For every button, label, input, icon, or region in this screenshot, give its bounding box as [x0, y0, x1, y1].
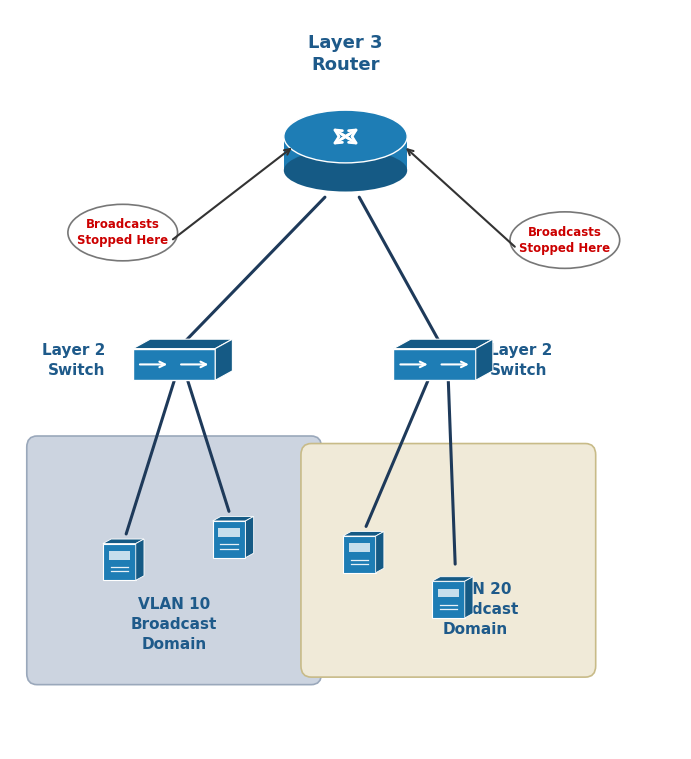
Text: VLAN 20
Broadcast
Domain: VLAN 20 Broadcast Domain [433, 582, 519, 637]
Polygon shape [133, 339, 232, 348]
Text: Layer 2
Switch: Layer 2 Switch [42, 343, 106, 378]
Bar [108, 551, 130, 559]
Ellipse shape [284, 110, 407, 163]
Polygon shape [465, 577, 473, 618]
FancyBboxPatch shape [393, 348, 475, 380]
Polygon shape [376, 531, 384, 573]
Ellipse shape [284, 150, 407, 191]
FancyBboxPatch shape [213, 521, 245, 558]
Ellipse shape [68, 204, 178, 261]
Text: Layer 2
Switch: Layer 2 Switch [489, 343, 553, 378]
Polygon shape [245, 516, 254, 558]
FancyBboxPatch shape [133, 348, 216, 380]
Text: Layer 3
Router: Layer 3 Router [308, 34, 383, 74]
Polygon shape [213, 516, 254, 521]
Bar [348, 543, 370, 553]
FancyBboxPatch shape [343, 536, 376, 573]
Bar [437, 588, 459, 597]
Polygon shape [103, 539, 144, 543]
Polygon shape [432, 577, 473, 581]
Ellipse shape [510, 212, 620, 269]
Text: Broadcasts
Stopped Here: Broadcasts Stopped Here [77, 218, 169, 247]
Polygon shape [135, 539, 144, 581]
FancyBboxPatch shape [301, 443, 596, 677]
FancyBboxPatch shape [103, 543, 135, 581]
Polygon shape [475, 339, 493, 380]
Text: Broadcasts
Stopped Here: Broadcasts Stopped Here [519, 225, 610, 254]
FancyBboxPatch shape [432, 581, 465, 618]
Polygon shape [393, 339, 493, 348]
Text: VLAN 10
Broadcast
Domain: VLAN 10 Broadcast Domain [131, 597, 218, 652]
FancyBboxPatch shape [27, 436, 321, 685]
Bar [218, 528, 240, 537]
Polygon shape [343, 531, 384, 536]
Bar [284, 137, 407, 171]
Polygon shape [216, 339, 232, 380]
